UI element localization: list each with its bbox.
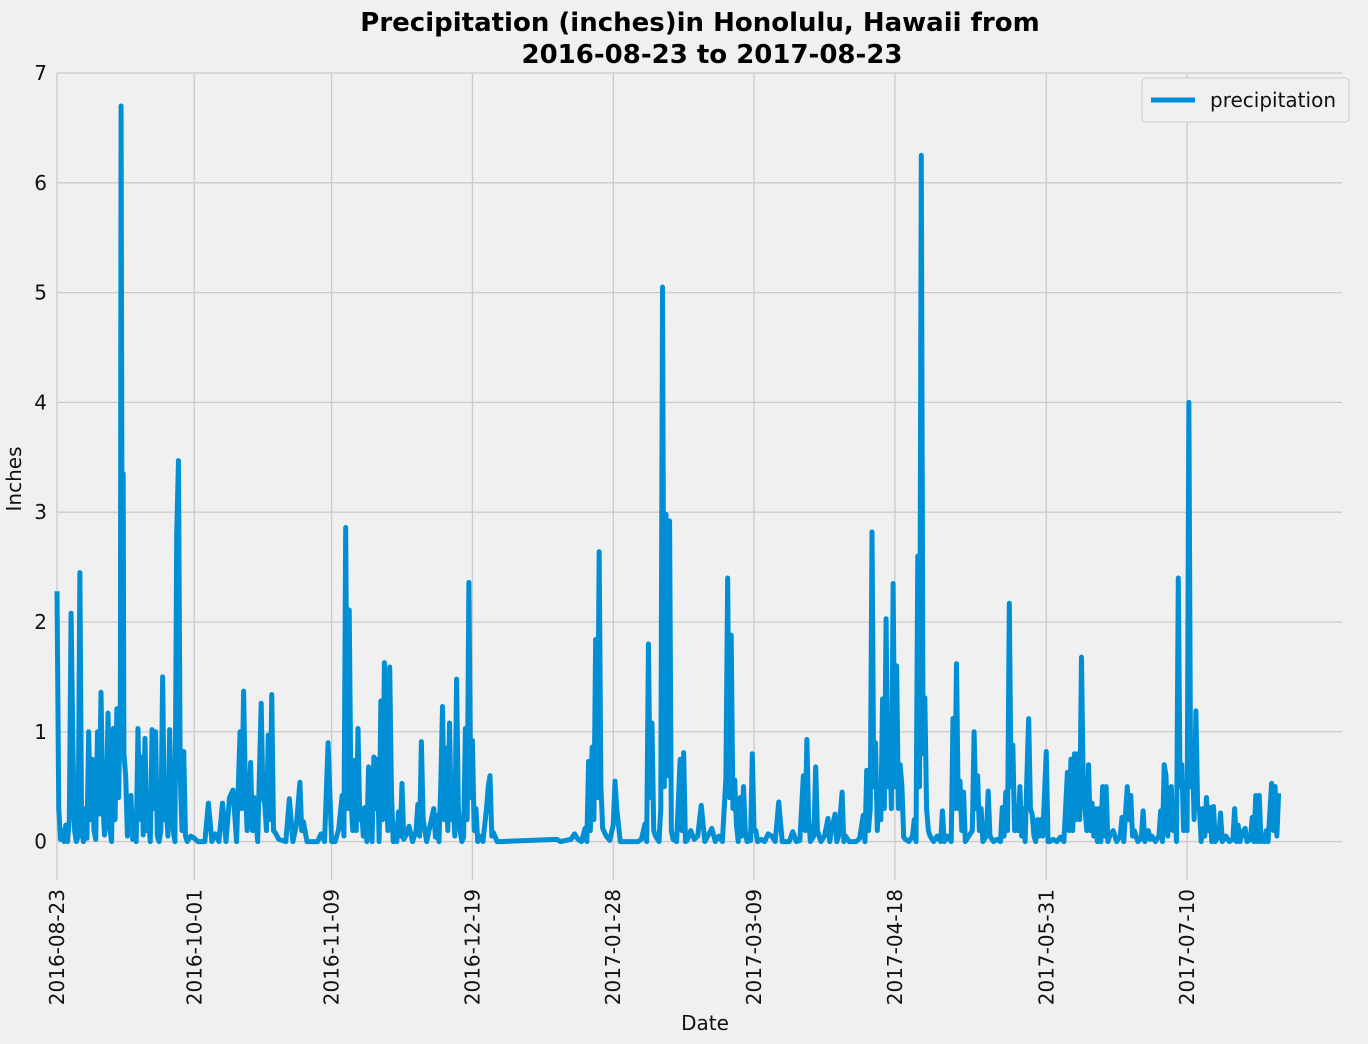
x-tick-label: 2016-11-09 (320, 889, 344, 1005)
x-tick-label: 2017-07-10 (1175, 889, 1199, 1005)
y-tick-label: 3 (34, 500, 47, 524)
y-tick-label: 7 (34, 61, 47, 85)
x-tick-label: 2017-05-31 (1034, 889, 1058, 1005)
y-tick-label: 6 (34, 171, 47, 195)
legend-label-precipitation: precipitation (1210, 88, 1336, 112)
x-tick-label: 2017-04-18 (883, 889, 907, 1005)
x-tick-label: 2016-12-19 (460, 889, 484, 1005)
x-axis-label: Date (681, 1011, 729, 1035)
chart-title-line-1: Precipitation (inches)in Honolulu, Hawai… (360, 8, 1039, 38)
x-tick-label: 2016-10-01 (182, 889, 206, 1005)
x-axis-ticks: 2016-08-23 2016-10-01 2016-11-09 2016-12-19… (45, 889, 1199, 1005)
y-tick-label: 4 (34, 390, 47, 414)
x-tick-label: 2017-03-09 (742, 889, 766, 1005)
y-tick-label: 1 (34, 720, 47, 744)
y-axis-label: Inches (2, 447, 26, 512)
series-line-precipitation (54, 103, 1282, 845)
y-tick-label: 0 (34, 830, 47, 854)
legend-box (1141, 77, 1350, 123)
legend: precipitation (1141, 77, 1350, 123)
y-tick-label: 2 (34, 610, 47, 634)
grid (56, 72, 1342, 880)
y-axis-ticks: 0 1 2 3 4 5 6 7 (34, 61, 47, 854)
x-tick-label: 2016-08-23 (45, 889, 69, 1005)
series-layer (54, 103, 1282, 845)
y-tick-label: 5 (34, 281, 47, 305)
x-tick-label: 2017-01-28 (601, 889, 625, 1005)
chart-title-line-2: 2016-08-23 to 2017-08-23 (521, 40, 902, 70)
